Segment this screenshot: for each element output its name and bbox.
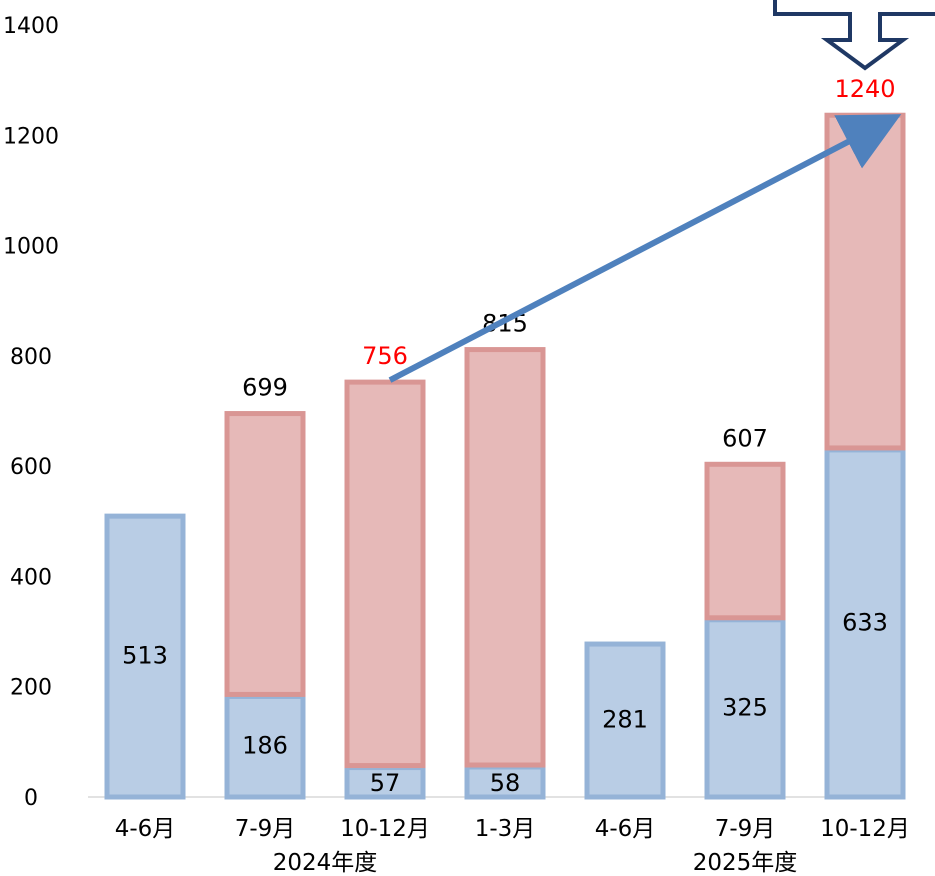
- bar-segment-top: [824, 112, 906, 451]
- bar-segment-top: [704, 461, 786, 621]
- x-group-label: 2024年度: [273, 850, 378, 876]
- bottom-value-label: 281: [602, 706, 648, 734]
- y-tick-label: 600: [10, 455, 52, 480]
- growth-arrow: [388, 114, 902, 383]
- bar-segment-bottom: [224, 693, 306, 800]
- y-tick-label: 0: [24, 786, 38, 811]
- bar-segment-bottom: [464, 764, 546, 800]
- bar-segment-top: [224, 411, 306, 697]
- bar-segment-bottom: [104, 513, 186, 800]
- total-value-label: 1240: [834, 75, 895, 103]
- bottom-value-label: 513: [122, 642, 168, 670]
- bars: [104, 112, 906, 800]
- bottom-value-label: 325: [722, 693, 768, 721]
- bottom-value-label: 57: [370, 769, 401, 797]
- y-tick-label: 400: [10, 565, 52, 590]
- x-group-label: 2025年度: [693, 850, 798, 876]
- x-tick-label: 7-9月: [235, 816, 296, 842]
- y-tick-label: 1400: [3, 14, 59, 39]
- data-labels: 51318657582813256336997568156071240: [122, 75, 895, 797]
- y-tick-label: 800: [10, 345, 52, 370]
- callout-down-arrow: [773, 0, 935, 71]
- y-axis: 0 200 400 600 800 1000 1200 1400: [3, 14, 59, 811]
- bar-segment-top: [464, 347, 546, 768]
- bottom-value-label: 633: [842, 608, 888, 636]
- bar-segment-bottom: [584, 641, 666, 800]
- total-value-label: 756: [362, 342, 408, 370]
- x-tick-label: 10-12月: [820, 816, 910, 842]
- bar-segment-bottom: [824, 447, 906, 800]
- x-tick-label: 10-12月: [340, 816, 430, 842]
- y-tick-label: 200: [10, 676, 52, 701]
- y-tick-label: 1000: [3, 235, 59, 260]
- x-tick-label: 4-6月: [115, 816, 176, 842]
- bottom-value-label: 58: [490, 769, 521, 797]
- annotations: [388, 0, 935, 383]
- x-axis: 4-6月 7-9月 10-12月 1-3月 4-6月 7-9月 10-12月 2024年度 20…: [115, 816, 910, 876]
- total-value-label: 699: [242, 374, 288, 402]
- y-tick-label: 1200: [3, 124, 59, 149]
- bar-segment-bottom: [704, 617, 786, 800]
- x-tick-label: 1-3月: [475, 816, 536, 842]
- bottom-value-label: 186: [242, 732, 288, 760]
- bar-segment-top: [344, 379, 426, 769]
- x-tick-label: 7-9月: [715, 816, 776, 842]
- total-value-label: 607: [722, 424, 768, 452]
- x-tick-label: 4-6月: [595, 816, 656, 842]
